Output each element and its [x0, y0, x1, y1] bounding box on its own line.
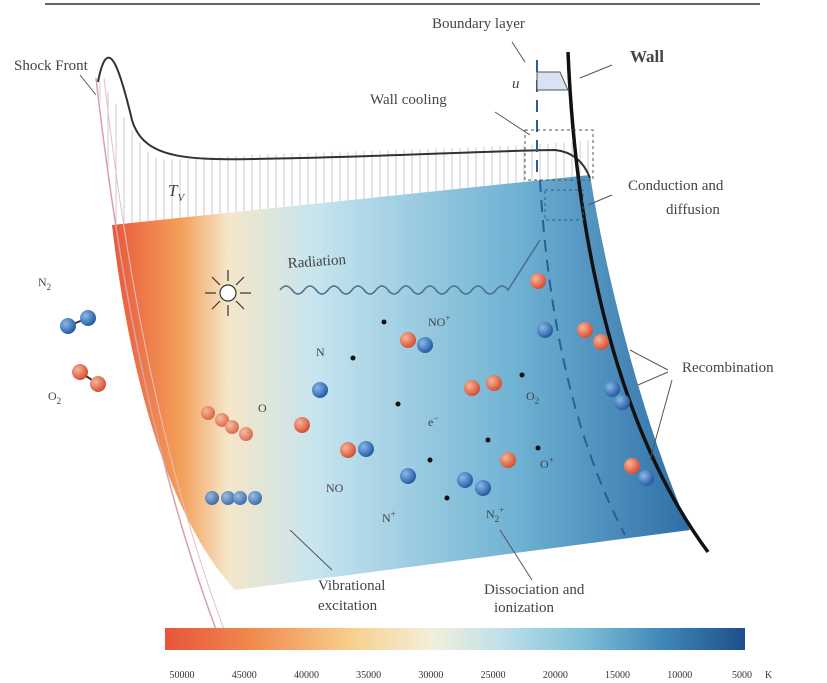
- dissociation-label-line2: ionization: [494, 600, 554, 616]
- species-no: NO: [326, 481, 344, 495]
- species-n2-plus: N2+: [486, 505, 504, 524]
- recombination-label: Recombination: [682, 360, 774, 376]
- colorbar-tick-label: 50000: [170, 670, 195, 681]
- shock-layer-region: [112, 175, 690, 590]
- molecules: [60, 273, 654, 505]
- colorbar-tick-label: 35000: [356, 670, 381, 681]
- species-n-plus: N+: [382, 509, 396, 525]
- species-o-plus: O+: [540, 455, 554, 471]
- colorbar-tick-label: 40000: [294, 670, 319, 681]
- colorbar-unit: K: [765, 670, 773, 681]
- wall-cooling-box: [524, 129, 594, 181]
- conduction-box: [544, 189, 584, 221]
- species-o: O: [258, 401, 267, 415]
- wall-cooling-leader: [494, 111, 531, 136]
- species-n: N: [316, 345, 325, 359]
- species-o2-free: O2: [48, 389, 61, 406]
- vibrational-label-line2: excitation: [318, 598, 378, 614]
- shock-front-leader: [79, 74, 97, 96]
- wall-label: Wall: [630, 47, 664, 66]
- shock-front-line: [95, 77, 221, 641]
- radiation-wave: [279, 239, 541, 295]
- boundary-layer-edge: [539, 179, 626, 536]
- conduction-label-line2: diffusion: [666, 202, 720, 218]
- colorbar-tick-label: 10000: [667, 670, 692, 681]
- species-e-minus: e−: [428, 413, 438, 429]
- shock-front-label: Shock Front: [14, 58, 89, 74]
- vibrational-temperature-band: [98, 80, 590, 225]
- species-n2-free: N2: [38, 275, 51, 292]
- temperature-profile-curve: [97, 56, 591, 179]
- colorbar-tick-label: 30000: [418, 670, 443, 681]
- colorbar-tick-label: 20000: [543, 670, 568, 681]
- colorbar-tick-label: 15000: [605, 670, 630, 681]
- radiation-star-icon: [205, 270, 251, 316]
- dissociation-label-line1: Dissociation and: [484, 582, 585, 598]
- recombination-leader-1: [629, 349, 669, 371]
- dissociation-leader: [499, 529, 533, 581]
- recombination-leader-2: [637, 371, 669, 386]
- wall-cooling-label: Wall cooling: [370, 92, 447, 108]
- conduction-leader: [587, 194, 613, 206]
- species-o2: O2: [526, 389, 539, 406]
- species-no-plus: NO+: [428, 313, 450, 329]
- colorbar-tick-label: 45000: [232, 670, 257, 681]
- vibrational-label-line1: Vibrational: [318, 578, 385, 594]
- wall-leader: [579, 64, 613, 79]
- boundary-layer-leader: [511, 41, 526, 63]
- velocity-profile-icon: [536, 71, 569, 91]
- boundary-layer-label: Boundary layer: [432, 16, 525, 32]
- tv-label: TV: [168, 181, 185, 204]
- colorbar-tick-label: 5000: [732, 670, 752, 681]
- radiation-label: Radiation: [287, 252, 347, 272]
- recombination-leader-3: [649, 379, 673, 461]
- vibrational-leader: [289, 529, 333, 571]
- colorbar-ticks: 50000 45000 40000 35000 30000 25000 20000 15000…: [170, 670, 753, 681]
- u-label: u: [512, 76, 520, 92]
- conduction-label-line1: Conduction and: [628, 178, 724, 194]
- wall-line: [566, 51, 710, 554]
- temperature-colorbar: [165, 628, 745, 650]
- colorbar-tick-label: 25000: [481, 670, 506, 681]
